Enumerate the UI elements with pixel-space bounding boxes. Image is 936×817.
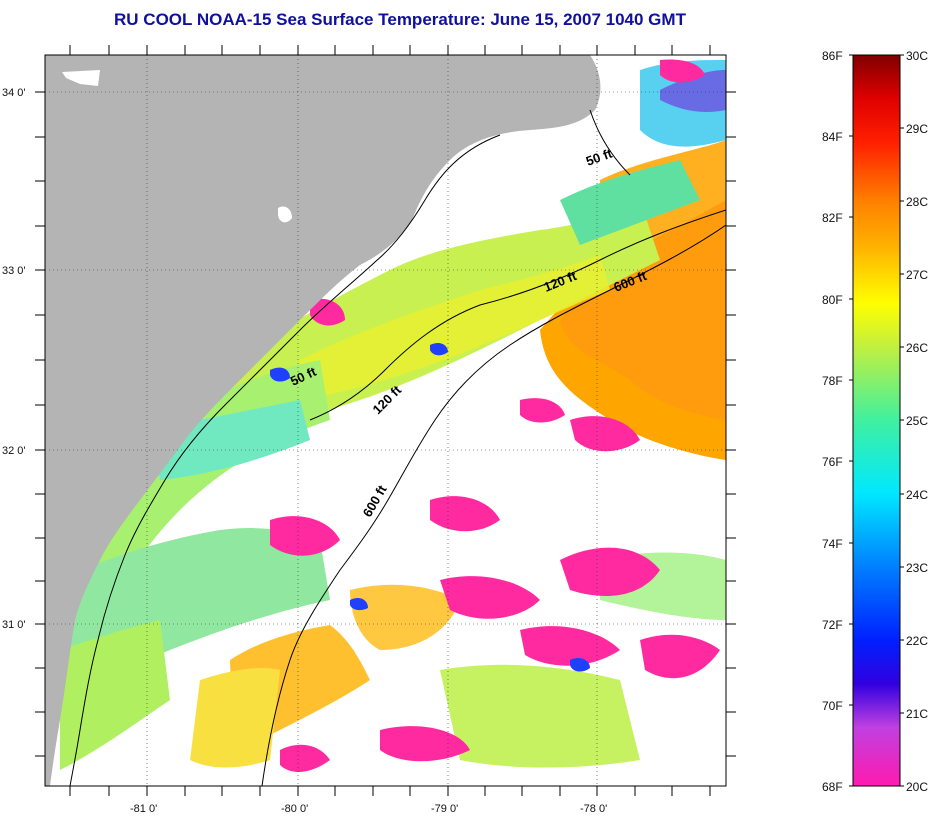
cb-f-68: 68F <box>822 780 843 794</box>
cb-f-78: 78F <box>822 374 843 388</box>
cb-c-27: 27C <box>906 268 928 282</box>
cb-c-21: 21C <box>906 707 928 721</box>
cb-f-86: 86F <box>822 49 843 63</box>
cb-c-29: 29C <box>906 122 928 136</box>
cb-f-74: 74F <box>822 537 843 551</box>
lat-label-34: 34 0' <box>2 87 26 99</box>
cb-f-72: 72F <box>822 618 843 632</box>
cb-c-26: 26C <box>906 341 928 355</box>
map-frame <box>44 54 727 787</box>
colorbar: 86F 84F 82F 80F 78F 76F 74F 72F 70F 68F … <box>822 49 928 794</box>
axis-ticks <box>35 45 736 796</box>
cb-f-80: 80F <box>822 293 843 307</box>
lon-label-81: -81 0' <box>130 803 157 815</box>
cb-c-23: 23C <box>906 561 928 575</box>
graticule <box>45 55 726 786</box>
cb-f-84: 84F <box>822 130 843 144</box>
cb-f-82: 82F <box>822 211 843 225</box>
contour-120ft <box>309 209 726 421</box>
cb-c-24: 24C <box>906 488 928 502</box>
cb-c-25: 25C <box>906 414 928 428</box>
contour-600ft <box>261 224 726 786</box>
map-panel: 50 ft 50 ft 120 ft 120 ft 600 ft 600 ft <box>45 55 726 786</box>
land-mass <box>45 55 601 786</box>
map-title: RU COOL NOAA-15 Sea Surface Temperature:… <box>114 10 686 29</box>
lon-label-78: -78 0' <box>580 803 607 815</box>
cb-c-28: 28C <box>906 195 928 209</box>
lat-label-33: 33 0' <box>2 265 26 277</box>
lon-label-79: -79 0' <box>431 803 458 815</box>
lon-label-80: -80 0' <box>281 803 308 815</box>
lat-label-32: 32 0' <box>2 445 26 457</box>
cb-c-20: 20C <box>906 780 928 794</box>
colorbar-gradient <box>852 54 901 787</box>
cb-c-22: 22C <box>906 634 928 648</box>
lat-label-31: 31 0' <box>2 619 26 631</box>
cb-f-76: 76F <box>822 455 843 469</box>
cb-c-30: 30C <box>906 49 928 63</box>
sst-field <box>50 59 726 772</box>
cb-f-70: 70F <box>822 699 843 713</box>
contour-50ft <box>69 109 631 786</box>
